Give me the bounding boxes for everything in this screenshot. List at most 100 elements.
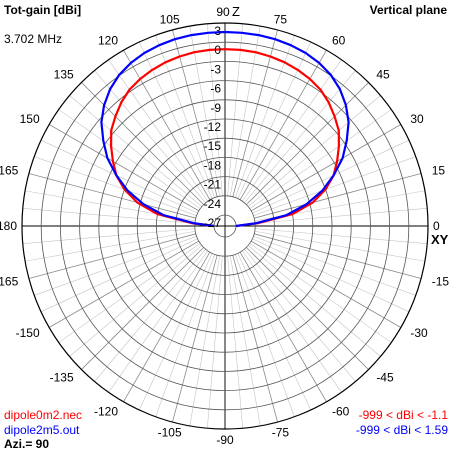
- minor-spoke: [108, 250, 208, 393]
- radial-ring: [155, 156, 294, 295]
- angular-tick-label: -135: [50, 370, 74, 384]
- minor-spoke: [34, 236, 197, 296]
- radial-tick-label: 0: [214, 43, 221, 57]
- radial-tick-label: -24: [204, 197, 222, 211]
- minor-spoke: [244, 248, 356, 382]
- major-spoke: [239, 49, 327, 201]
- series-layer: [100, 30, 350, 228]
- minor-spoke: [229, 26, 261, 197]
- minor-spoke: [94, 248, 206, 382]
- minor-spoke: [242, 250, 342, 393]
- minor-spoke: [237, 41, 312, 199]
- major-spoke: [81, 82, 204, 205]
- series-2-name: dipole2m5.out: [4, 423, 80, 437]
- minor-spoke: [254, 230, 425, 262]
- angular-tick-label: -90: [216, 433, 234, 447]
- plane-label: Vertical plane: [369, 3, 447, 17]
- angular-tick-label: 165: [0, 164, 19, 178]
- angular-tick-label: -60: [332, 404, 350, 418]
- minor-spoke: [244, 70, 356, 204]
- minor-spoke: [108, 59, 208, 202]
- radial-tick-label: -6: [210, 82, 221, 96]
- minor-spoke: [249, 243, 392, 343]
- radial-tick-label: -21: [204, 178, 222, 192]
- angular-tick-label: 30: [410, 112, 424, 126]
- minor-spoke: [69, 245, 203, 357]
- major-spoke: [246, 82, 369, 205]
- minor-spoke: [249, 109, 392, 209]
- series-line-2: [100, 30, 350, 228]
- radial-tick-label: -15: [204, 139, 222, 153]
- chart-title: Tot-gain [dBi]: [4, 3, 82, 17]
- minor-spoke: [58, 243, 201, 343]
- minor-spoke: [207, 256, 223, 429]
- radial-tick-label: -3: [210, 62, 221, 76]
- radial-tick-label: 3: [214, 24, 221, 38]
- angular-tick-label: -45: [376, 370, 394, 384]
- axis-letter-xy: XY: [431, 232, 449, 247]
- minor-spoke: [252, 238, 410, 313]
- angular-tick-label: 0: [433, 219, 440, 233]
- major-spoke: [239, 251, 327, 403]
- angular-tick-label: -165: [0, 274, 19, 288]
- radial-ring: [59, 60, 391, 392]
- minor-spoke: [255, 208, 428, 224]
- minor-spoke: [40, 139, 198, 214]
- minor-spoke: [138, 253, 213, 411]
- major-spoke: [254, 173, 422, 219]
- frequency-label: 3.702 MHz: [4, 32, 63, 46]
- radial-ring: [136, 137, 314, 315]
- series-2-range: -999 < dBi < 1.59: [355, 423, 448, 437]
- minor-spoke: [253, 156, 416, 216]
- tick-label-layer: 30-3-6-9-12-15-18-21-24-27 01530456075901…: [0, 5, 449, 447]
- minor-spoke: [25, 230, 196, 262]
- radial-ring: [40, 41, 410, 411]
- radial-ring: [175, 176, 275, 276]
- angular-tick-label: 75: [274, 12, 288, 26]
- minor-spoke: [138, 41, 213, 199]
- major-spoke: [123, 251, 211, 403]
- minor-spoke: [242, 59, 342, 202]
- angular-tick-label: 60: [332, 34, 346, 48]
- minor-spoke: [189, 255, 221, 426]
- minor-spoke: [22, 208, 195, 224]
- major-spoke: [232, 255, 278, 423]
- radial-tick-label: -27: [204, 216, 222, 230]
- angular-tick-label: 105: [160, 12, 180, 26]
- radial-ring: [98, 99, 352, 353]
- radial-ring: [79, 80, 371, 372]
- angular-tick-label: 150: [20, 112, 40, 126]
- major-spoke: [250, 124, 402, 212]
- major-spoke: [254, 233, 422, 279]
- angular-tick-label: 15: [432, 164, 446, 178]
- series-1-range: -999 < dBi < -1.1: [358, 408, 448, 422]
- major-spoke: [48, 124, 200, 212]
- series-1-name: dipole0m2.nec: [4, 408, 83, 422]
- minor-spoke: [252, 139, 410, 214]
- major-spoke: [81, 247, 204, 370]
- radial-ring: [194, 195, 256, 257]
- minor-spoke: [227, 256, 243, 429]
- angular-tick-label: 90: [216, 5, 230, 19]
- radial-ring: [117, 118, 333, 334]
- minor-spoke: [227, 23, 243, 196]
- major-spoke: [28, 233, 196, 279]
- major-spoke: [232, 29, 278, 197]
- radial-tick-label: -18: [204, 158, 222, 172]
- minor-spoke: [69, 95, 203, 207]
- series-line-1: [109, 48, 340, 228]
- major-spoke: [246, 247, 369, 370]
- minor-spoke: [189, 26, 221, 197]
- axis-letter-z: Z: [232, 4, 240, 19]
- angular-tick-label: -15: [432, 274, 450, 288]
- minor-spoke: [229, 255, 261, 426]
- angular-tick-label: -120: [94, 404, 118, 418]
- minor-spoke: [253, 236, 416, 296]
- major-spoke: [28, 173, 196, 219]
- major-spoke: [123, 49, 211, 201]
- minor-spoke: [207, 23, 223, 196]
- minor-spoke: [237, 253, 312, 411]
- major-spoke: [250, 240, 402, 328]
- angular-tick-label: -30: [410, 326, 428, 340]
